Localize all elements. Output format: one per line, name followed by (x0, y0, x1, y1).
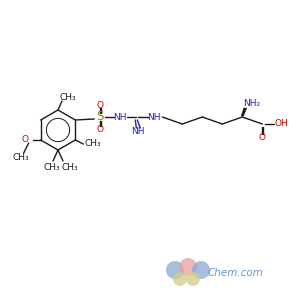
Circle shape (186, 272, 200, 286)
Text: CH₃: CH₃ (12, 154, 29, 163)
Circle shape (173, 272, 187, 286)
Text: O: O (259, 133, 266, 142)
Circle shape (179, 258, 197, 276)
Text: OH: OH (274, 119, 288, 128)
Text: CH₃: CH₃ (44, 164, 60, 172)
Text: Chem.com: Chem.com (208, 268, 264, 278)
Text: NH: NH (148, 112, 161, 122)
Circle shape (166, 261, 184, 279)
Text: O: O (97, 100, 104, 109)
Text: O: O (97, 124, 104, 134)
Text: NH₂: NH₂ (243, 100, 260, 109)
Text: O: O (22, 134, 29, 143)
Text: CH₃: CH₃ (62, 164, 78, 172)
Text: S: S (97, 110, 104, 124)
Polygon shape (241, 108, 247, 116)
Circle shape (192, 261, 210, 279)
Text: NH: NH (114, 112, 127, 122)
Text: NH: NH (132, 127, 145, 136)
Text: CH₃: CH₃ (60, 94, 76, 103)
Text: CH₃: CH₃ (84, 139, 101, 148)
